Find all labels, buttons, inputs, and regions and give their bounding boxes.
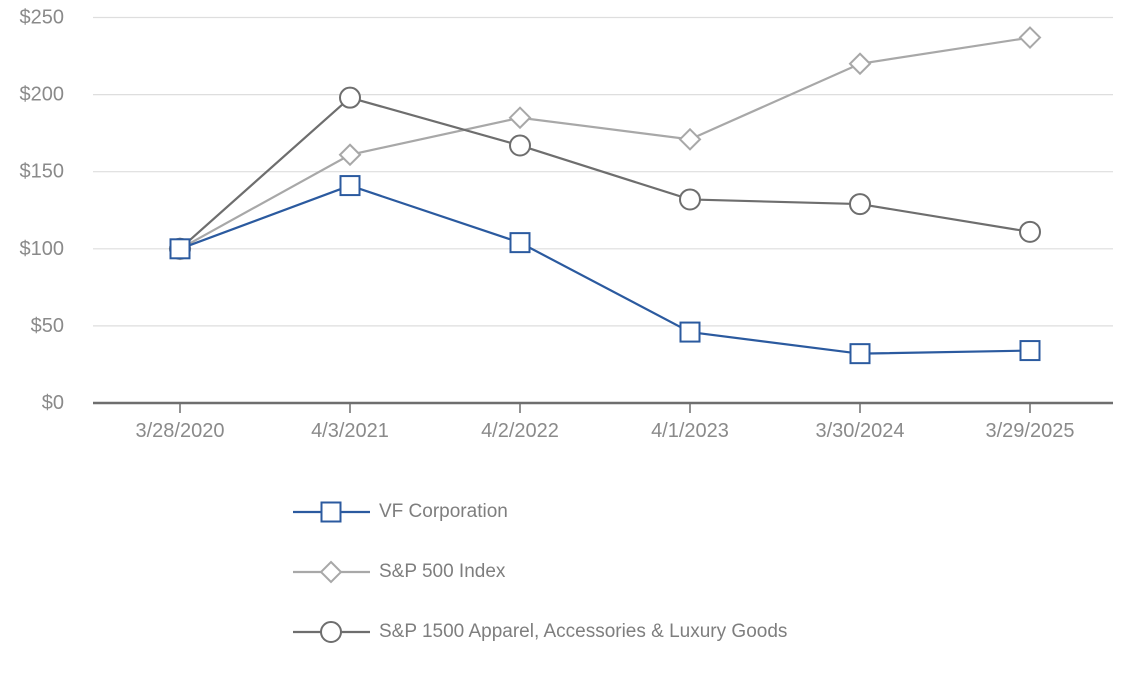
y-tick-label: $100 [20, 238, 65, 260]
data-point-marker-series-0 [849, 343, 871, 365]
data-point-marker-series-0 [169, 238, 191, 260]
chart-legend: VF Corporation S&P 500 Index S&P 1500 Ap… [292, 482, 787, 662]
legend-label-sp500-index: S&P 500 Index [379, 561, 506, 582]
data-point-marker-series-0 [679, 321, 701, 343]
legend-marker-shape [320, 501, 342, 523]
data-point-marker-series-2 [679, 188, 701, 211]
y-tick-label: $50 [31, 315, 64, 337]
series-line-0 [179, 184, 1031, 355]
legend-marker-shape [319, 560, 343, 584]
data-point-marker-series-1 [338, 143, 362, 167]
y-tick-label: $150 [20, 161, 65, 183]
vf-corporation-square-marker-icon [293, 501, 370, 523]
sp1500-apparel-circle-marker-icon [293, 621, 370, 643]
y-tick-label: $250 [20, 7, 65, 29]
legend-marker-shape [320, 621, 342, 643]
x-tick-label: 3/28/2020 [136, 420, 225, 442]
data-point-marker-series-2 [1019, 220, 1041, 243]
data-point-marker-series-0 [339, 175, 361, 197]
data-point-marker-series-1 [848, 52, 872, 76]
legend-label-sp1500-apparel: S&P 1500 Apparel, Accessories & Luxury G… [379, 621, 788, 642]
legend-item-sp1500-apparel: S&P 1500 Apparel, Accessories & Luxury G… [292, 602, 787, 662]
series-line-1 [179, 36, 1031, 250]
data-point-marker-series-1 [678, 127, 702, 151]
legend-item-vf-corporation: VF Corporation [292, 482, 787, 542]
data-point-marker-series-2 [339, 86, 361, 109]
x-tick-label: 3/29/2025 [986, 420, 1075, 442]
y-tick-label: $200 [20, 84, 65, 106]
data-point-marker-series-0 [509, 232, 531, 254]
data-point-marker-series-2 [849, 193, 871, 216]
x-tick-label: 4/2/2022 [481, 420, 559, 442]
data-point-marker-series-2 [509, 134, 531, 157]
legend-label-vf-corporation: VF Corporation [379, 501, 508, 522]
data-point-marker-series-0 [1019, 340, 1041, 362]
performance-line-chart: $0 $50 $100 $150 $200 $250 3/28/2020 4/3/2021 4/… [20, 7, 1113, 442]
data-point-marker-series-1 [508, 106, 532, 130]
x-tick-label: 3/30/2024 [816, 420, 905, 442]
data-point-marker-series-1 [1018, 26, 1042, 49]
y-tick-label: $0 [42, 392, 64, 414]
x-tick-label: 4/1/2023 [651, 420, 729, 442]
legend-item-sp500-index: S&P 500 Index [292, 542, 787, 602]
sp500-index-diamond-marker-icon [293, 560, 370, 584]
series-line-2 [179, 96, 1031, 250]
x-tick-label: 4/3/2021 [311, 420, 389, 442]
